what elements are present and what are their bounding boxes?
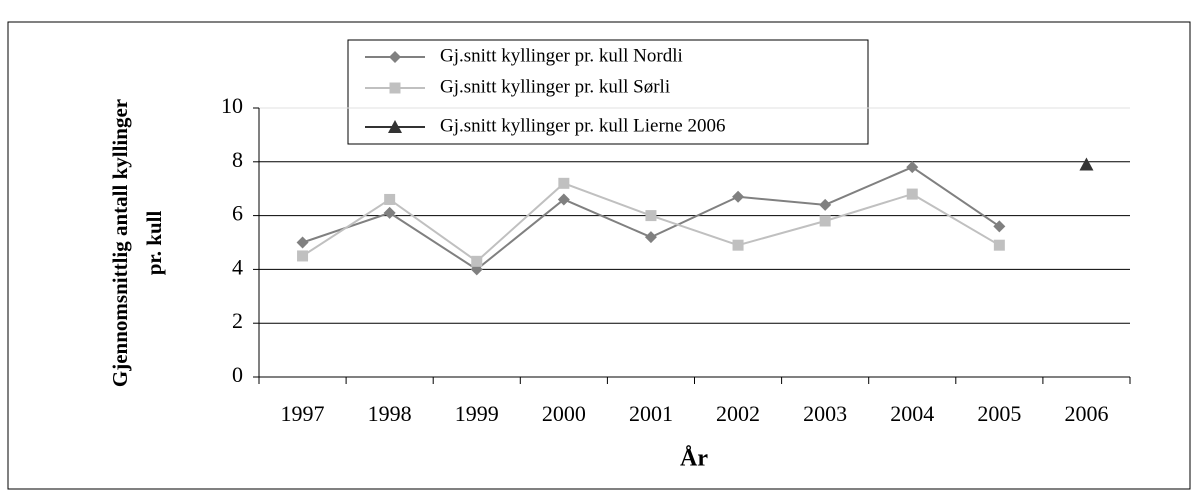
x-tick-label: 1997 <box>281 401 325 426</box>
y-axis-label: Gjennomsnittlig antall kyllinger pr. kul… <box>108 99 166 387</box>
marker <box>732 190 745 203</box>
marker <box>389 51 401 63</box>
y-tick-label: 2 <box>232 308 243 333</box>
marker <box>819 215 831 227</box>
marker <box>1079 157 1094 171</box>
x-tick-label: 2005 <box>977 401 1021 426</box>
marker <box>389 82 401 94</box>
x-tick-label: 2002 <box>716 401 760 426</box>
marker <box>384 193 396 205</box>
series-line <box>302 182 1000 263</box>
x-tick-label: 2004 <box>890 401 934 426</box>
x-tick-label: 1999 <box>455 401 499 426</box>
y-tick-label: 4 <box>232 254 243 279</box>
y-axis-label-line: pr. kull <box>142 211 166 276</box>
x-axis-label: År <box>680 446 708 472</box>
marker <box>471 255 483 267</box>
marker <box>732 239 744 251</box>
marker <box>819 198 832 211</box>
chart-frame <box>7 21 1191 490</box>
marker <box>993 239 1005 251</box>
legend-label: Gj.snitt kyllinger pr. kull Nordli <box>440 45 683 66</box>
marker <box>644 231 657 244</box>
x-tick-label: 2003 <box>803 401 847 426</box>
y-tick-label: 0 <box>232 362 243 387</box>
marker <box>388 120 402 133</box>
y-tick-label: 6 <box>232 201 243 226</box>
marker <box>383 206 396 219</box>
marker <box>297 250 309 262</box>
marker <box>558 177 570 189</box>
marker <box>645 210 657 222</box>
x-tick-label: 2000 <box>542 401 586 426</box>
marker <box>906 188 918 200</box>
marker <box>993 220 1006 233</box>
marker <box>906 161 919 174</box>
y-axis-label-line: Gjennomsnittlig antall kyllinger <box>108 99 132 387</box>
y-tick-label: 8 <box>232 147 243 172</box>
marker <box>296 236 309 249</box>
legend-label: Gj.snitt kyllinger pr. kull Lierne 2006 <box>440 115 726 136</box>
legend <box>347 39 869 145</box>
y-tick-label: 10 <box>221 93 243 118</box>
legend-label: Gj.snitt kyllinger pr. kull Sørli <box>440 76 670 97</box>
x-tick-label: 1998 <box>368 401 412 426</box>
x-tick-label: 2001 <box>629 401 673 426</box>
x-tick-label: 2006 <box>1064 401 1108 426</box>
marker <box>557 193 570 206</box>
